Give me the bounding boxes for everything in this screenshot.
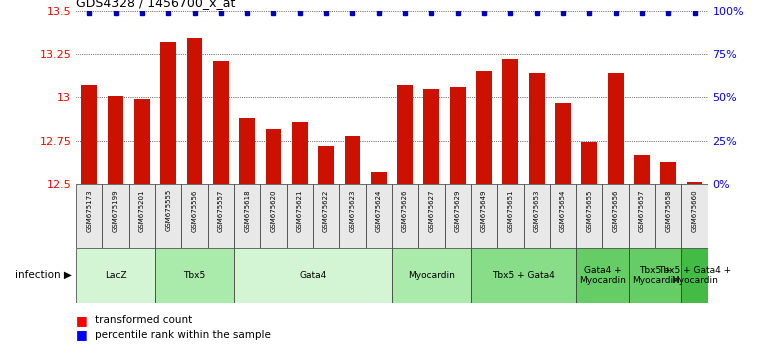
Bar <box>155 248 234 303</box>
Text: GDS4328 / 1456700_x_at: GDS4328 / 1456700_x_at <box>76 0 235 10</box>
Bar <box>345 136 361 184</box>
Text: GSM675654: GSM675654 <box>560 189 566 232</box>
Bar <box>549 184 576 248</box>
Bar <box>576 184 603 248</box>
Text: Gata4: Gata4 <box>299 271 326 280</box>
Bar <box>634 155 650 184</box>
Text: GSM675629: GSM675629 <box>455 189 460 232</box>
Bar <box>603 184 629 248</box>
Bar <box>576 248 629 303</box>
Text: GSM675618: GSM675618 <box>244 189 250 232</box>
Bar <box>502 59 518 184</box>
Bar <box>397 85 413 184</box>
Text: Myocardin: Myocardin <box>408 271 455 280</box>
Text: GSM675660: GSM675660 <box>692 189 698 232</box>
Bar <box>161 42 176 184</box>
Text: Tbx5 +
Myocardin: Tbx5 + Myocardin <box>632 266 679 285</box>
Text: ■: ■ <box>76 314 88 327</box>
Bar <box>234 248 392 303</box>
Bar <box>681 184 708 248</box>
Bar <box>608 73 623 184</box>
Bar <box>313 184 339 248</box>
Bar <box>186 38 202 184</box>
Bar <box>392 248 471 303</box>
Bar <box>423 88 439 184</box>
Text: Tbx5 + Gata4 +
Myocardin: Tbx5 + Gata4 + Myocardin <box>658 266 731 285</box>
Bar <box>371 172 387 184</box>
Text: transformed count: transformed count <box>95 315 193 325</box>
Text: GSM675173: GSM675173 <box>86 189 92 232</box>
Bar <box>529 73 545 184</box>
Bar <box>213 61 229 184</box>
Text: GSM675199: GSM675199 <box>113 189 119 232</box>
Text: GSM675657: GSM675657 <box>639 189 645 232</box>
Bar <box>655 184 681 248</box>
Bar <box>471 248 576 303</box>
Bar <box>266 129 282 184</box>
Bar <box>155 184 181 248</box>
Bar <box>524 184 549 248</box>
Bar <box>581 142 597 184</box>
Bar <box>208 184 234 248</box>
Bar <box>103 184 129 248</box>
Bar <box>686 182 702 184</box>
Bar <box>76 184 103 248</box>
Text: infection ▶: infection ▶ <box>15 270 72 280</box>
Bar <box>76 248 155 303</box>
Text: Tbx5: Tbx5 <box>183 271 205 280</box>
Text: GSM675655: GSM675655 <box>586 189 592 232</box>
Bar <box>181 184 208 248</box>
Bar <box>392 184 419 248</box>
Text: LacZ: LacZ <box>105 271 126 280</box>
Text: ■: ■ <box>76 328 88 341</box>
Bar <box>318 146 334 184</box>
Bar <box>444 184 471 248</box>
Text: percentile rank within the sample: percentile rank within the sample <box>95 330 271 339</box>
Bar <box>108 96 123 184</box>
Text: GSM675649: GSM675649 <box>481 189 487 232</box>
Text: GSM675656: GSM675656 <box>613 189 619 232</box>
Text: GSM675653: GSM675653 <box>533 189 540 232</box>
Bar <box>629 248 681 303</box>
Bar <box>260 184 287 248</box>
Bar <box>134 99 150 184</box>
Text: GSM675627: GSM675627 <box>428 189 435 232</box>
Bar <box>471 184 497 248</box>
Text: GSM675651: GSM675651 <box>508 189 514 232</box>
Bar <box>555 103 571 184</box>
Bar <box>661 161 676 184</box>
Bar <box>129 184 155 248</box>
Bar <box>681 248 708 303</box>
Text: GSM675624: GSM675624 <box>376 189 382 232</box>
Text: GSM675621: GSM675621 <box>297 189 303 232</box>
Bar <box>239 118 255 184</box>
Bar <box>339 184 365 248</box>
Text: GSM675557: GSM675557 <box>218 189 224 232</box>
Bar <box>292 122 307 184</box>
Bar <box>419 184 444 248</box>
Text: GSM675622: GSM675622 <box>323 189 329 232</box>
Bar <box>450 87 466 184</box>
Text: GSM675620: GSM675620 <box>270 189 276 232</box>
Bar <box>497 184 524 248</box>
Text: Gata4 +
Myocardin: Gata4 + Myocardin <box>579 266 626 285</box>
Bar <box>476 71 492 184</box>
Text: GSM675626: GSM675626 <box>402 189 408 232</box>
Text: GSM675556: GSM675556 <box>192 189 198 232</box>
Bar <box>234 184 260 248</box>
Text: GSM675201: GSM675201 <box>139 189 145 232</box>
Text: Tbx5 + Gata4: Tbx5 + Gata4 <box>492 271 555 280</box>
Text: GSM675623: GSM675623 <box>349 189 355 232</box>
Bar <box>365 184 392 248</box>
Bar <box>629 184 655 248</box>
Text: GSM675658: GSM675658 <box>665 189 671 232</box>
Bar <box>81 85 97 184</box>
Text: GSM675555: GSM675555 <box>165 189 171 232</box>
Bar <box>287 184 313 248</box>
